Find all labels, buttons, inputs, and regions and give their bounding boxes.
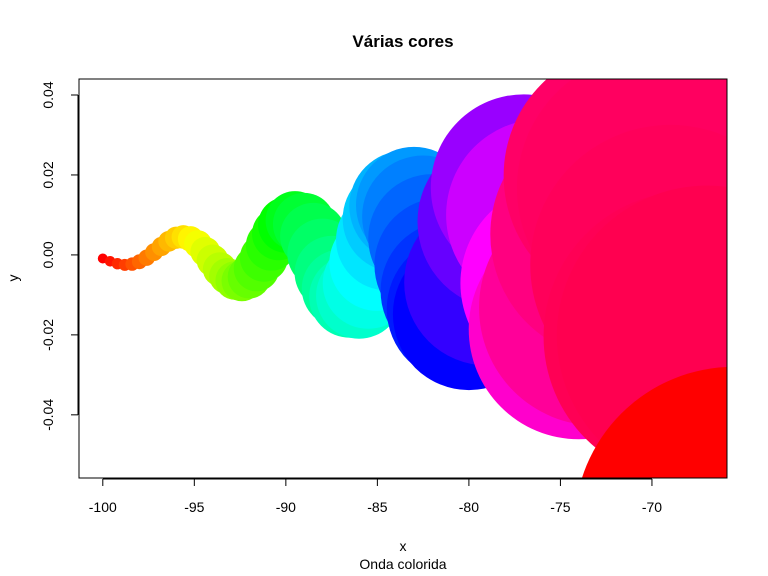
x-tick-label: -90 [276, 499, 296, 515]
x-tick-label: -100 [89, 499, 117, 515]
x-axis-label: x [400, 538, 407, 554]
y-axis-label: y [5, 275, 21, 282]
y-tick-label: -0.02 [40, 319, 56, 351]
point [581, 366, 727, 478]
x-tick-label: -75 [550, 499, 570, 515]
y-tick-label: -0.04 [40, 399, 56, 431]
x-tick-label: -70 [642, 499, 662, 515]
x-tick-label: -85 [367, 499, 387, 515]
x-tick-label: -80 [459, 499, 479, 515]
subtitle: Onda colorida [359, 556, 446, 572]
plot-box [78, 78, 728, 479]
chart-title: Várias cores [352, 32, 453, 51]
x-tick-label: -95 [184, 499, 204, 515]
y-tick-label: 0.00 [40, 241, 56, 268]
y-tick-label: 0.04 [40, 81, 56, 108]
y-tick-label: 0.02 [40, 161, 56, 188]
plot-marks [97, 79, 727, 478]
